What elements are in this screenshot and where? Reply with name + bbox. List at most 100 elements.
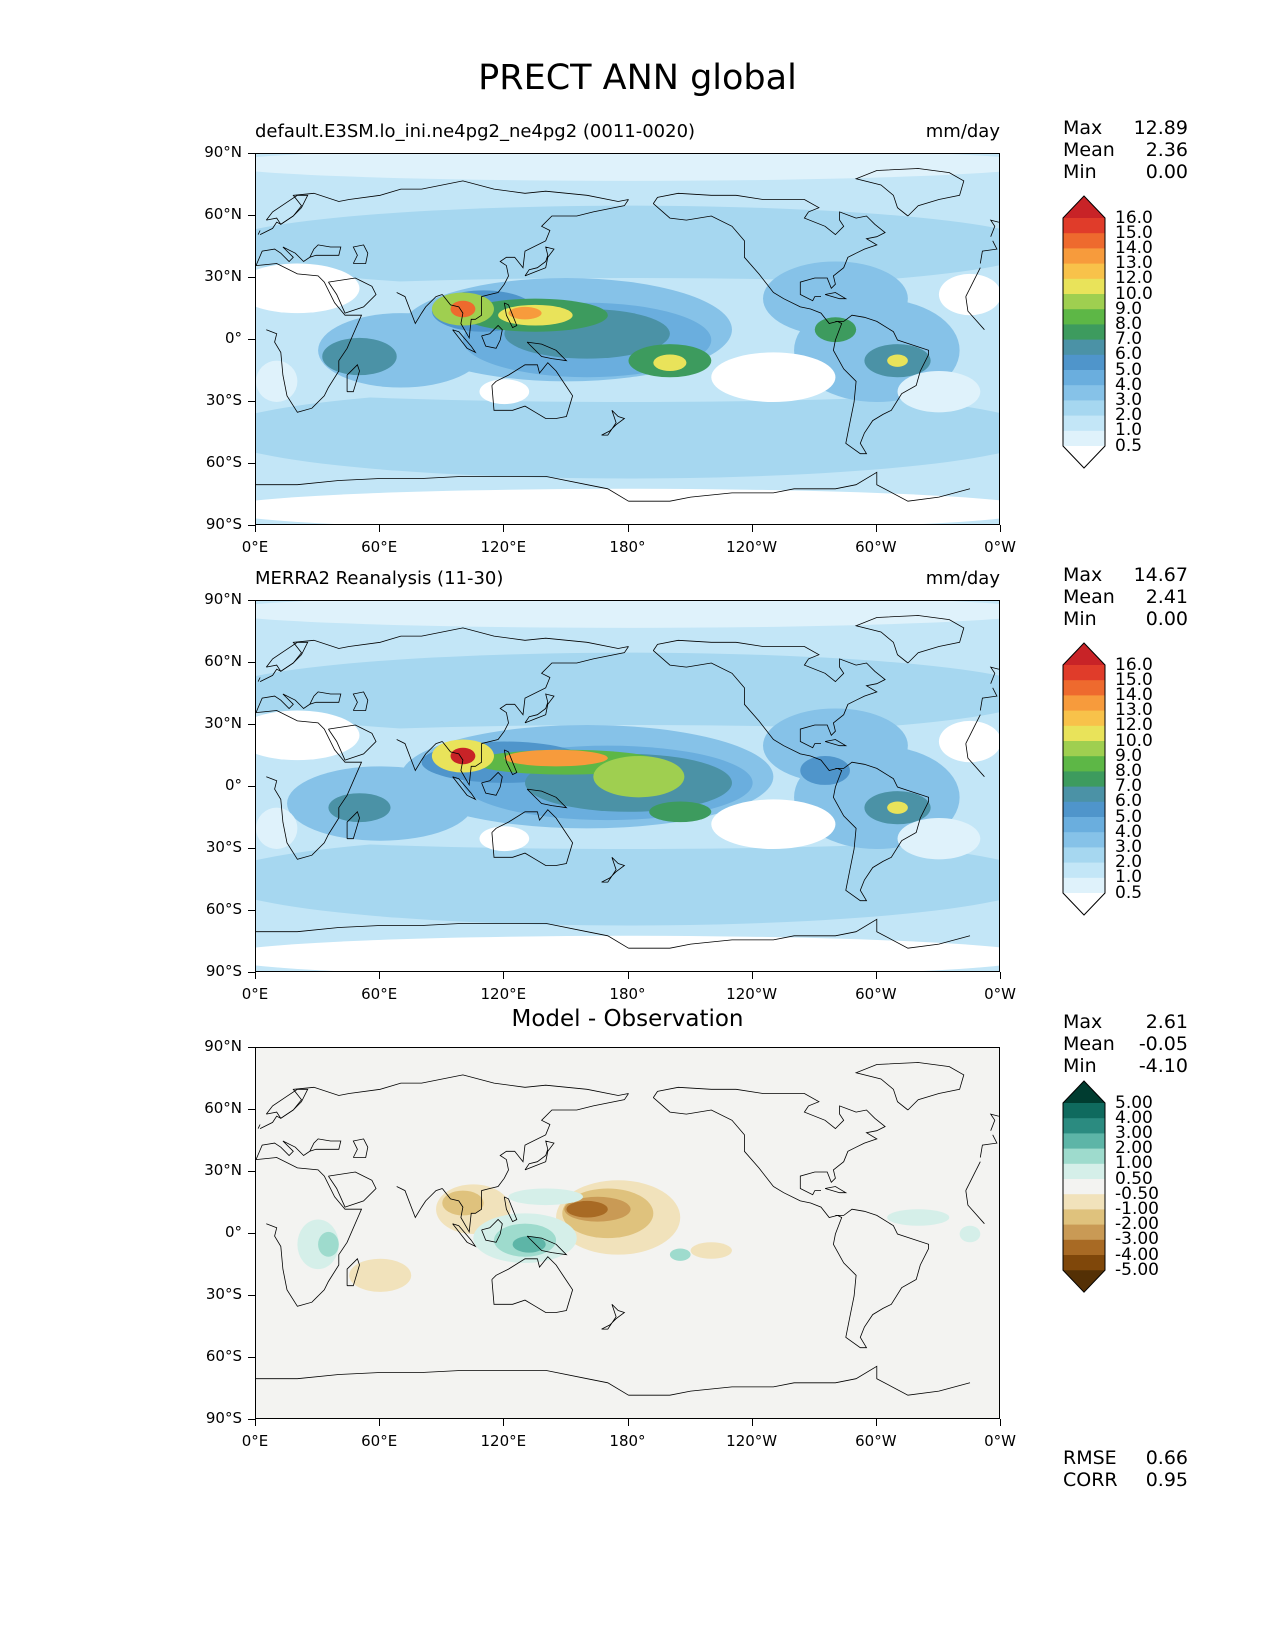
colorbar-segment [1063, 725, 1105, 742]
coastline [265, 1088, 309, 1119]
coastline [526, 341, 568, 362]
coastline [628, 1365, 971, 1396]
x-tick-label: 0°W [984, 538, 1016, 556]
contour-region [508, 306, 542, 320]
map-field-2 [256, 1048, 999, 1418]
coastline [491, 362, 574, 419]
coastline [256, 691, 342, 713]
coastline [979, 240, 998, 264]
colorbar-segment [1063, 309, 1105, 325]
colorbar-tick-label: 12.0 [1115, 715, 1153, 736]
stat-label: Max [1063, 1011, 1103, 1033]
coastline [257, 230, 261, 235]
panel-title: Model - Observation [511, 1006, 744, 1032]
coastline [257, 677, 261, 682]
contour-region [256, 154, 999, 181]
coastline [441, 199, 629, 340]
coastline [524, 693, 555, 724]
coastline [256, 710, 363, 860]
colorbar-segment [1063, 1239, 1105, 1256]
colorbar-segment [1063, 1118, 1105, 1134]
contour-region [479, 826, 530, 852]
colorbar-segment [1063, 248, 1105, 265]
colorbar-segment [1063, 832, 1105, 848]
coastline [328, 1171, 377, 1208]
colorbar-tick-label: 9.0 [1115, 298, 1143, 319]
map-axes [255, 1047, 1000, 1419]
figure-title: PRECT ANN global [478, 58, 797, 98]
colorbar-tick-label: 14.0 [1115, 237, 1153, 258]
panel-0: default.E3SM.lo_ini.ne4pg2_ne4pg2 (0011-… [0, 0, 1275, 556]
y-tick-mark [248, 600, 255, 601]
colorbar-tick-label: 2.0 [1115, 405, 1143, 426]
stats-block: Max 14.67 Mean 2.41 Min 0.00 [1063, 564, 1188, 630]
stats-block: Max 2.61 Mean -0.05 Min -4.10 [1063, 1011, 1188, 1077]
contour-region [711, 799, 836, 849]
colorbar-tick-label: 7.0 [1115, 776, 1143, 797]
coastline [396, 739, 443, 772]
x-tick-label: 0°E [241, 538, 269, 556]
x-tick-label: 120°W [726, 538, 778, 556]
colorbar-extend-min [1063, 893, 1105, 915]
y-tick-label: 90°S [205, 962, 242, 980]
x-tick-label: 120°E [480, 1432, 527, 1450]
y-tick-mark [248, 786, 255, 787]
stat-value: 12.89 [1133, 117, 1188, 139]
y-tick-mark [248, 1171, 255, 1172]
metric-value: 0.95 [1145, 1469, 1188, 1491]
panel-1: MERRA2 Reanalysis (11-30) mm/day 90°N 60°N 3… [0, 447, 1275, 1003]
x-tick-mark [751, 525, 753, 532]
y-tick-mark [248, 339, 255, 340]
colorbar-segment [1063, 1163, 1105, 1180]
contour-region [508, 1188, 583, 1206]
coastline [524, 246, 555, 277]
panel-title: default.E3SM.lo_ini.ne4pg2_ne4pg2 (0011-… [255, 121, 696, 142]
contour-region [512, 1236, 546, 1253]
stat-value: 0.00 [1145, 608, 1188, 630]
contour-region [256, 601, 999, 628]
colorbar-extend-max [1063, 643, 1105, 665]
contour-region [593, 756, 685, 798]
coastline [854, 615, 965, 664]
colorbar-segment [1063, 877, 1105, 894]
coastline [452, 776, 477, 801]
colorbar-segment [1063, 1148, 1105, 1165]
colorbar-segment [1063, 339, 1105, 356]
contour-region [566, 1200, 608, 1218]
coastline [328, 277, 377, 314]
colorbar-tick-label: 16.0 [1115, 207, 1153, 228]
x-tick-label: 60°W [855, 985, 897, 1003]
contour-region [897, 818, 981, 860]
y-tick-mark [248, 848, 255, 849]
coastline [256, 1369, 629, 1396]
x-tick-mark [627, 972, 629, 979]
x-tick-mark [1000, 525, 1001, 532]
coastline [481, 1218, 503, 1243]
colorbar-segment [1063, 741, 1105, 757]
colorbar-segment [1063, 354, 1105, 371]
contour-region [653, 354, 687, 371]
colorbar-segment [1063, 400, 1105, 417]
colorbar-segment [1063, 665, 1105, 681]
colorbar-extend-max [1063, 1081, 1105, 1103]
colorbar-0 [1062, 195, 1106, 469]
coastline [352, 244, 369, 264]
map-axes [255, 600, 1000, 972]
x-tick-label: 120°W [726, 1432, 778, 1450]
y-tick-mark [248, 1109, 255, 1110]
contour-region [450, 300, 476, 318]
colorbar-segment [1063, 263, 1105, 280]
coastline [989, 1113, 999, 1131]
colorbar-segment [1063, 1179, 1105, 1195]
panel-units: mm/day [925, 568, 1000, 589]
coastline [396, 1186, 443, 1219]
contour-region [938, 273, 999, 316]
panel-title: MERRA2 Reanalysis (11-30) [255, 568, 504, 589]
coastline [965, 714, 981, 744]
colorbar-2 [1062, 1080, 1106, 1293]
colorbar-tick-label: 4.0 [1115, 821, 1143, 842]
coastline [601, 410, 626, 436]
coastline [346, 364, 360, 393]
colorbar-tick-label: 5.0 [1115, 806, 1143, 827]
stat-row-max: Max 14.67 [1063, 564, 1188, 586]
